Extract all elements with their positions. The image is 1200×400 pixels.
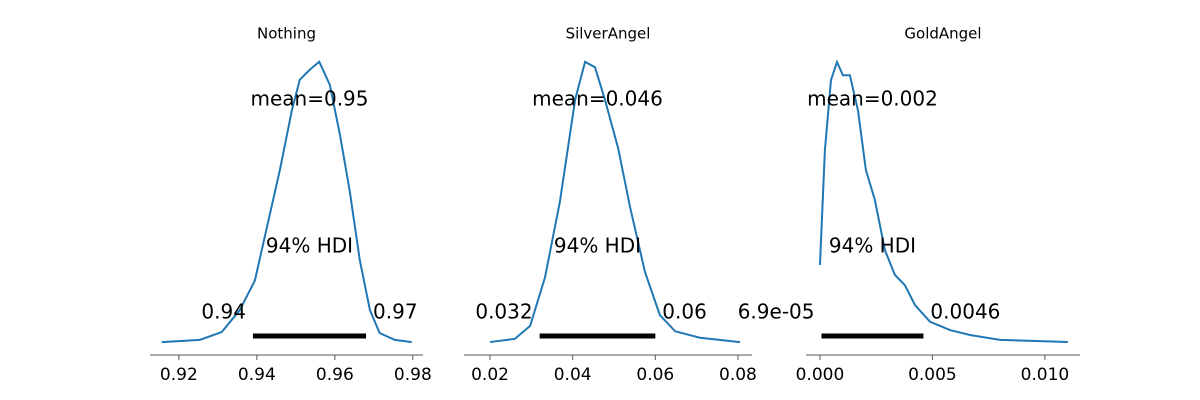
hdi-text: 94% HDI — [829, 234, 916, 258]
x-tick-label: 0.02 — [471, 365, 509, 385]
hdi-text: 94% HDI — [266, 234, 353, 258]
mean-label: mean=0.046 — [532, 87, 663, 111]
x-tick-label: 0.06 — [636, 365, 674, 385]
density-curve — [489, 60, 741, 344]
hdi-label: 0.0046 — [930, 300, 1000, 324]
subplot-title: SilverAngel — [566, 25, 651, 43]
mean-label: mean=0.002 — [807, 87, 938, 111]
density-curve — [161, 60, 412, 344]
hdi-label: 0.032 — [475, 300, 532, 324]
hdi-label: 6.9e-05 — [738, 300, 815, 324]
density-curve — [818, 59, 1068, 343]
x-tick-label: 0.000 — [796, 365, 845, 385]
x-tick-label: 0.005 — [908, 365, 957, 385]
x-tick-label: 0.96 — [316, 365, 354, 385]
x-tick-label: 0.92 — [160, 365, 198, 385]
x-tick-label: 0.08 — [719, 365, 757, 385]
subplot-title: GoldAngel — [904, 25, 981, 43]
x-tick-label: 0.98 — [394, 365, 432, 385]
hdi-label: 0.94 — [201, 300, 246, 324]
hdi-label: 0.97 — [373, 300, 418, 324]
hdi-text: 94% HDI — [554, 234, 641, 258]
subplot-title: Nothing — [257, 25, 316, 43]
mean-label: mean=0.95 — [251, 87, 369, 111]
x-tick-label: 0.94 — [238, 365, 276, 385]
x-tick-label: 0.04 — [554, 365, 592, 385]
hdi-label: 0.06 — [662, 300, 707, 324]
x-tick-label: 0.010 — [1021, 365, 1070, 385]
